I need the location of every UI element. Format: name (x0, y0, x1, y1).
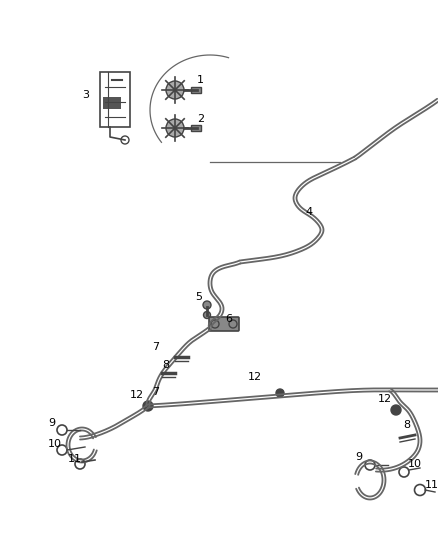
Text: 4: 4 (305, 207, 312, 217)
Text: 3: 3 (82, 90, 89, 100)
Text: 1: 1 (197, 75, 204, 85)
FancyBboxPatch shape (209, 317, 239, 331)
Text: 5: 5 (195, 292, 202, 302)
Text: 10: 10 (48, 439, 62, 449)
Circle shape (276, 389, 284, 397)
Text: 2: 2 (197, 114, 204, 124)
Text: 10: 10 (408, 459, 422, 469)
Text: 12: 12 (378, 394, 392, 404)
FancyBboxPatch shape (103, 97, 121, 109)
Text: 12: 12 (130, 390, 144, 400)
Circle shape (211, 320, 219, 328)
Text: 11: 11 (68, 454, 82, 464)
Text: 8: 8 (403, 420, 410, 430)
Circle shape (143, 401, 153, 411)
Text: 9: 9 (48, 418, 55, 428)
Text: 12: 12 (248, 372, 262, 382)
Text: 8: 8 (162, 360, 169, 370)
Text: 9: 9 (355, 452, 362, 462)
Text: 11: 11 (425, 480, 438, 490)
Text: 7: 7 (152, 387, 159, 397)
Circle shape (166, 81, 184, 99)
Text: 6: 6 (225, 314, 232, 324)
Circle shape (203, 301, 211, 309)
Circle shape (391, 405, 401, 415)
FancyBboxPatch shape (191, 87, 201, 93)
Text: 7: 7 (152, 342, 159, 352)
Circle shape (229, 320, 237, 328)
FancyBboxPatch shape (191, 125, 201, 131)
Circle shape (204, 311, 211, 319)
Circle shape (166, 119, 184, 137)
